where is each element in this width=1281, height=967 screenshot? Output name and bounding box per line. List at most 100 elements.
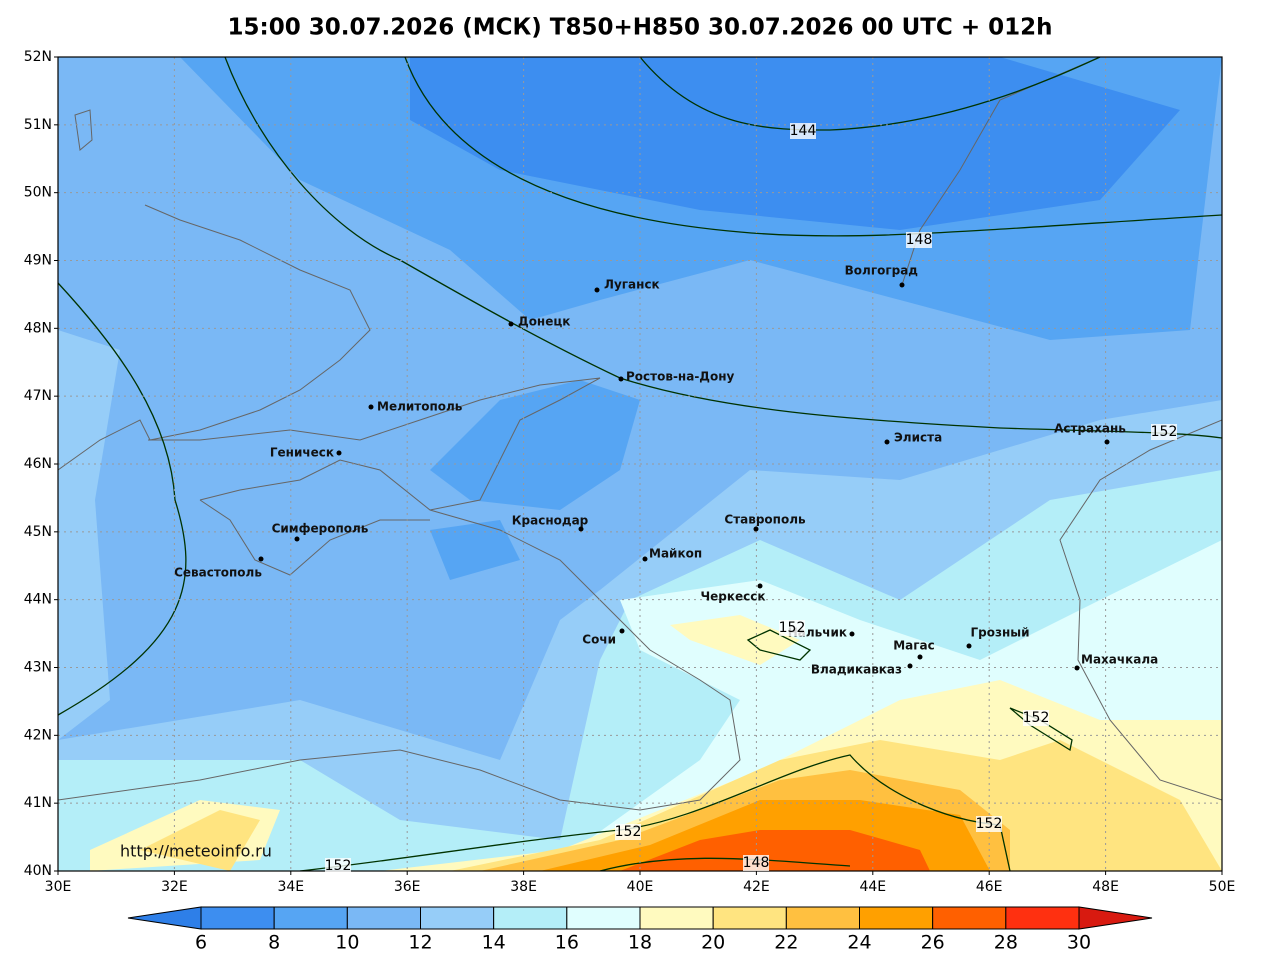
city-dot bbox=[757, 583, 763, 589]
colorbar-cell bbox=[1005, 906, 1080, 930]
contour-label-bg bbox=[325, 858, 351, 874]
contour-label-bg bbox=[1023, 710, 1049, 726]
colorbar-label: 30 bbox=[1067, 932, 1091, 954]
colorbar-label: 28 bbox=[994, 932, 1018, 954]
city-dot bbox=[368, 404, 374, 410]
lat-label: 49N bbox=[24, 253, 52, 269]
lat-label: 40N bbox=[24, 863, 52, 879]
contour-label: 148 bbox=[906, 232, 933, 248]
colorbar-label: 16 bbox=[555, 932, 579, 954]
contour-label: 152 bbox=[1151, 424, 1178, 440]
city-dot bbox=[899, 282, 905, 288]
contour-label-bg bbox=[615, 824, 641, 840]
colorbar-label: 24 bbox=[847, 932, 871, 954]
contour-label-bg bbox=[1151, 424, 1177, 440]
colorbar-cell bbox=[346, 906, 422, 930]
colorbar-cell bbox=[639, 906, 714, 930]
city-label: Краснодар bbox=[512, 514, 589, 528]
colorbar-label: 14 bbox=[482, 932, 506, 954]
lon-label: 50E bbox=[1209, 879, 1236, 895]
source-url: http://meteoinfo.ru bbox=[120, 842, 272, 861]
lon-label: 46E bbox=[976, 879, 1003, 895]
city-label: Сочи bbox=[582, 633, 616, 647]
city-label: Ставрополь bbox=[724, 513, 806, 527]
lon-label: 38E bbox=[510, 879, 537, 895]
city-label: Магас bbox=[893, 639, 935, 653]
city-dot bbox=[336, 450, 342, 456]
city-dot bbox=[1074, 665, 1080, 671]
colorbar-cell bbox=[932, 906, 1007, 930]
city-label: Ростов-на-Дону bbox=[626, 370, 735, 384]
lat-label: 50N bbox=[24, 185, 52, 201]
contour-label: 152 bbox=[325, 858, 352, 874]
colorbar-end bbox=[1078, 906, 1153, 930]
contour-label: 148 bbox=[743, 855, 770, 871]
city-dot bbox=[578, 526, 584, 532]
contour-label-bg bbox=[790, 123, 816, 139]
city-label: Геническ bbox=[270, 446, 334, 460]
city-dot bbox=[753, 526, 759, 532]
colorbar-cell bbox=[712, 906, 787, 930]
lon-label: 34E bbox=[277, 879, 304, 895]
title: 15:00 30.07.2026 (МСК) T850+H850 30.07.2… bbox=[227, 15, 1052, 41]
colorbar-label: 10 bbox=[335, 932, 359, 954]
colorbar-cell bbox=[493, 906, 568, 930]
colorbar-cell bbox=[273, 906, 348, 930]
contour-label: 152 bbox=[779, 620, 806, 636]
city-dot bbox=[917, 654, 923, 660]
lat-label: 41N bbox=[24, 795, 52, 811]
city-label: Черкесск bbox=[700, 590, 765, 604]
city-dot bbox=[642, 556, 648, 562]
city-label: Мелитополь bbox=[377, 400, 463, 414]
lat-label: 52N bbox=[24, 49, 52, 65]
city-label: Грозный bbox=[970, 626, 1029, 640]
colorbar-cell bbox=[566, 906, 641, 930]
lat-label: 46N bbox=[24, 456, 52, 472]
lat-label: 47N bbox=[24, 388, 52, 404]
city-dot bbox=[258, 556, 264, 562]
contour-label-bg bbox=[779, 620, 805, 636]
colorbar-label: 18 bbox=[628, 932, 652, 954]
city-dot bbox=[966, 643, 972, 649]
city-label: Симферополь bbox=[272, 522, 369, 536]
colorbar-label: 12 bbox=[408, 932, 432, 954]
colorbar-label: 26 bbox=[921, 932, 945, 954]
colorbar-end bbox=[127, 906, 202, 930]
lon-label: 32E bbox=[161, 879, 188, 895]
city-dot bbox=[594, 287, 600, 293]
colorbar-label: 8 bbox=[268, 932, 280, 954]
city-label: Луганск bbox=[604, 278, 660, 292]
city-label: Махачкала bbox=[1081, 653, 1158, 667]
lon-label: 44E bbox=[859, 879, 886, 895]
contour-label: 144 bbox=[790, 123, 817, 139]
city-dot bbox=[907, 663, 913, 669]
colorbar: 6 8 10 12 14 16 18 20 22 24 26 28 30 bbox=[127, 906, 1153, 954]
lat-label: 48N bbox=[24, 320, 52, 336]
contour-label: 152 bbox=[976, 816, 1003, 832]
city-label: Майкоп bbox=[649, 547, 702, 561]
contour-label-bg bbox=[906, 232, 932, 248]
city-dot bbox=[1104, 439, 1110, 445]
colorbar-label: 6 bbox=[195, 932, 207, 954]
city-label: Владикавказ bbox=[811, 663, 902, 677]
city-dot bbox=[618, 376, 624, 382]
colorbar-cell bbox=[785, 906, 860, 930]
colorbar-label: 22 bbox=[774, 932, 798, 954]
lat-label: 51N bbox=[24, 117, 52, 133]
city-label: Донецк bbox=[518, 315, 570, 329]
city-dot bbox=[294, 536, 300, 542]
lon-label: 42E bbox=[743, 879, 770, 895]
city-label: Элиста bbox=[894, 431, 942, 445]
contour-label: 152 bbox=[615, 824, 642, 840]
city-dot bbox=[849, 631, 855, 637]
city-dot bbox=[508, 321, 514, 327]
colorbar-cell bbox=[420, 906, 495, 930]
grid bbox=[58, 57, 1222, 871]
contour-label-bg bbox=[743, 855, 769, 871]
contour-label: 152 bbox=[1023, 710, 1050, 726]
colorbar-cell bbox=[859, 906, 934, 930]
contour-label-bg bbox=[976, 816, 1002, 832]
lon-label: 40E bbox=[627, 879, 654, 895]
colorbar-cell bbox=[200, 906, 275, 930]
